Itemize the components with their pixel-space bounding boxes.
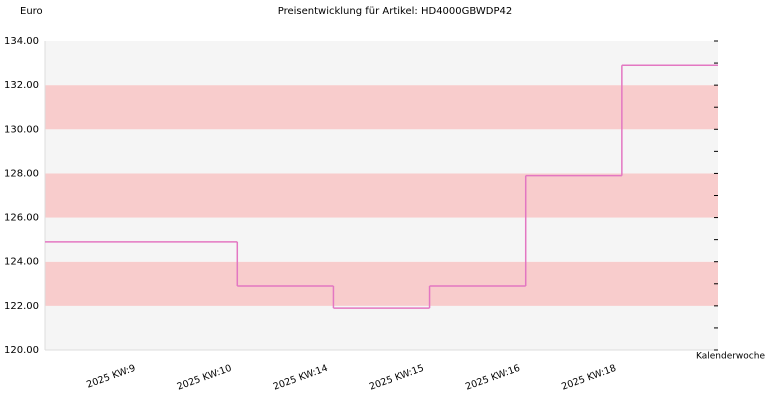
y-tick-label: 124.00: [4, 257, 39, 268]
y-tick-label: 128.00: [4, 168, 39, 179]
y-axis-label: Euro: [20, 6, 43, 17]
y-tick-label: 122.00: [4, 301, 39, 312]
band: [45, 261, 718, 306]
y-tick-label: 126.00: [4, 213, 39, 224]
band: [45, 41, 718, 86]
band: [45, 305, 718, 350]
y-tick-label: 134.00: [4, 36, 39, 47]
x-tick-label: 2025 KW:18: [560, 363, 618, 393]
band: [45, 85, 718, 130]
y-tick-label: 120.00: [4, 345, 39, 356]
x-axis-label: Kalenderwoche: [696, 352, 765, 362]
chart-title: Preisentwicklung für Artikel: HD4000GBWD…: [278, 6, 513, 17]
y-tick-label: 130.00: [4, 124, 39, 135]
x-tick-label: 2025 KW:16: [464, 363, 522, 393]
y-tick-label: 132.00: [4, 80, 39, 91]
x-tick-label: 2025 KW:14: [272, 363, 330, 393]
x-tick-label: 2025 KW:9: [85, 363, 137, 391]
band: [45, 173, 718, 218]
x-tick-label: 2025 KW:15: [368, 363, 426, 393]
band: [45, 217, 718, 262]
band: [45, 129, 718, 174]
x-tick-label: 2025 KW:10: [176, 363, 234, 393]
